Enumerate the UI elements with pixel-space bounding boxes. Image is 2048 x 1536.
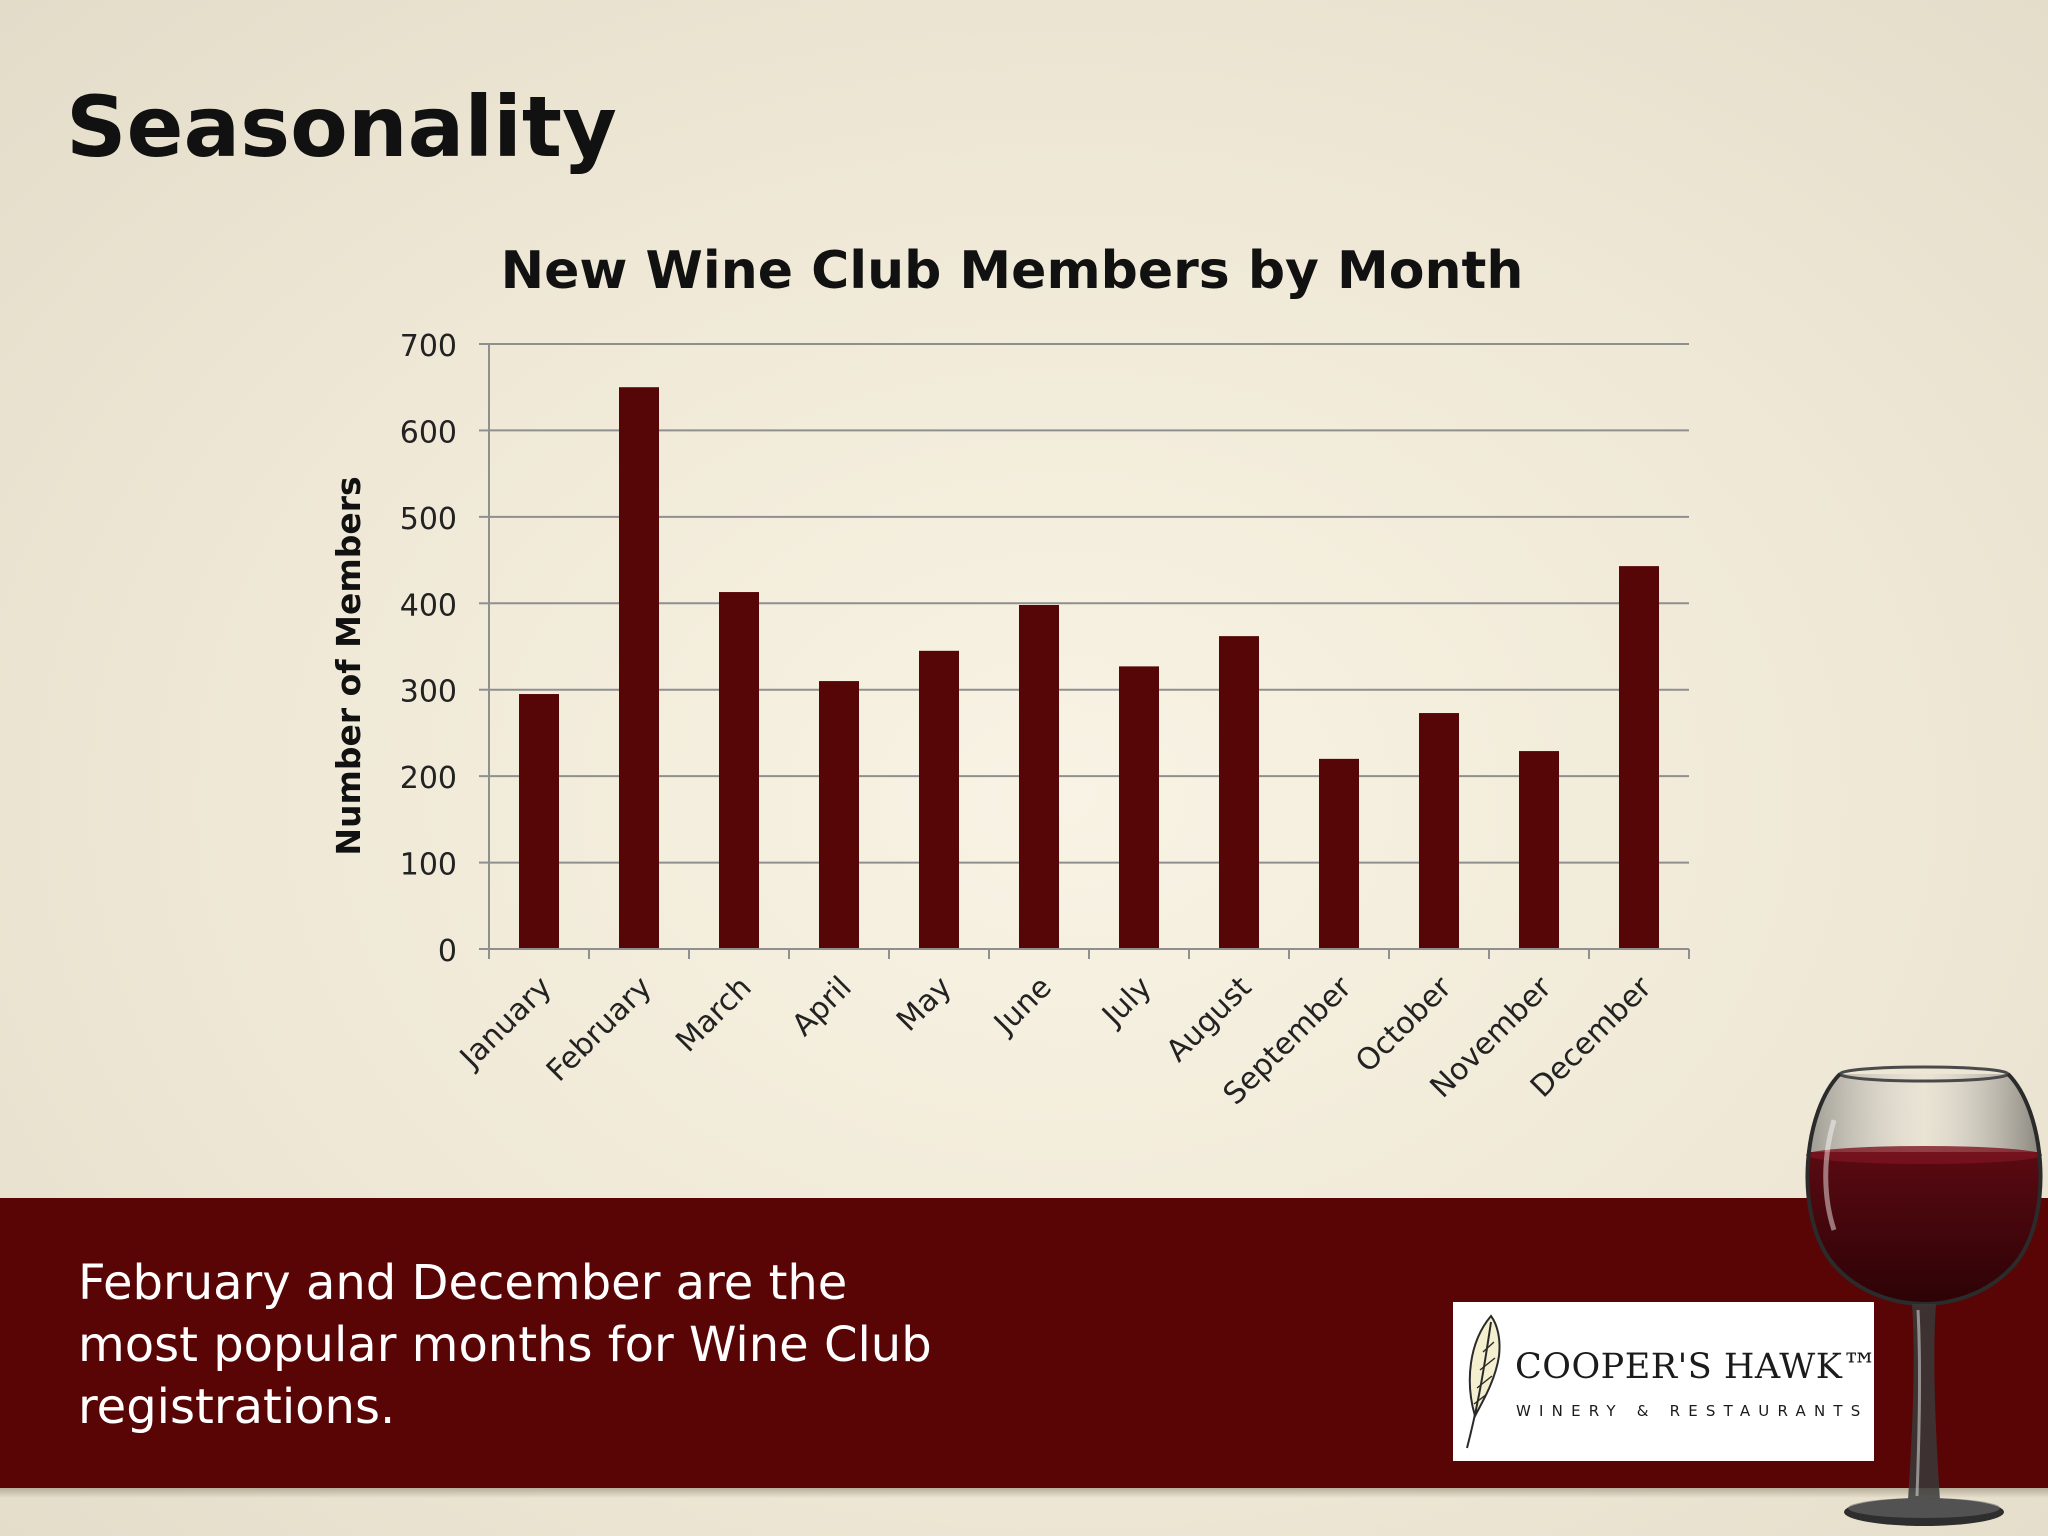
y-tick-label: 400 xyxy=(400,588,457,623)
gridlines xyxy=(489,343,1689,864)
slide-caption: February and December are the most popul… xyxy=(78,1255,932,1435)
y-tick-label: 0 xyxy=(438,934,457,969)
coopers-hawk-logo: COOPER'S HAWK™ WINERY & RESTAURANTS xyxy=(1453,1302,1878,1461)
bar-september xyxy=(1319,758,1359,949)
logo-tagline: WINERY & RESTAURANTS xyxy=(1516,1402,1869,1420)
chart-title: New Wine Club Members by Month xyxy=(501,241,1524,301)
y-tick-label: 100 xyxy=(400,848,457,883)
x-tick-label: March xyxy=(669,970,758,1059)
bar-november xyxy=(1519,751,1559,949)
y-tick-label: 700 xyxy=(400,329,457,364)
y-tick-labels: 0 100 200 300 400 500 600 700 xyxy=(400,329,457,969)
bars xyxy=(519,387,1659,949)
y-tick-label: 500 xyxy=(400,502,457,537)
y-tick-label: 600 xyxy=(400,415,457,450)
slide-title: Seasonality xyxy=(66,78,617,176)
bar-february xyxy=(619,387,659,949)
caption-band-shadow xyxy=(0,1488,2048,1498)
bar-june xyxy=(1019,605,1059,949)
y-axis-label: Number of Members xyxy=(329,476,368,855)
x-tick-label: June xyxy=(986,970,1058,1042)
x-tick-label: February xyxy=(540,970,659,1089)
x-tick-label: April xyxy=(785,970,858,1043)
bar-may xyxy=(919,650,959,949)
bar-chart: New Wine Club Members by Month Number of… xyxy=(329,241,1690,1112)
y-tick-label: 300 xyxy=(400,675,457,710)
bar-april xyxy=(819,681,859,949)
feather-icon xyxy=(1466,1314,1501,1449)
x-tick-label: May xyxy=(890,970,959,1039)
bar-august xyxy=(1219,636,1259,949)
wine-glass-icon xyxy=(1805,1065,2043,1526)
x-tick-label: July xyxy=(1094,970,1158,1034)
y-tick-label: 200 xyxy=(400,761,457,796)
bar-october xyxy=(1419,713,1459,949)
bar-january xyxy=(519,694,559,949)
bar-july xyxy=(1119,666,1159,949)
x-tick-label: August xyxy=(1160,970,1259,1069)
logo-name: COOPER'S HAWK™ xyxy=(1515,1347,1878,1387)
bar-december xyxy=(1619,566,1659,949)
axes xyxy=(479,343,1690,959)
bar-march xyxy=(719,592,759,949)
